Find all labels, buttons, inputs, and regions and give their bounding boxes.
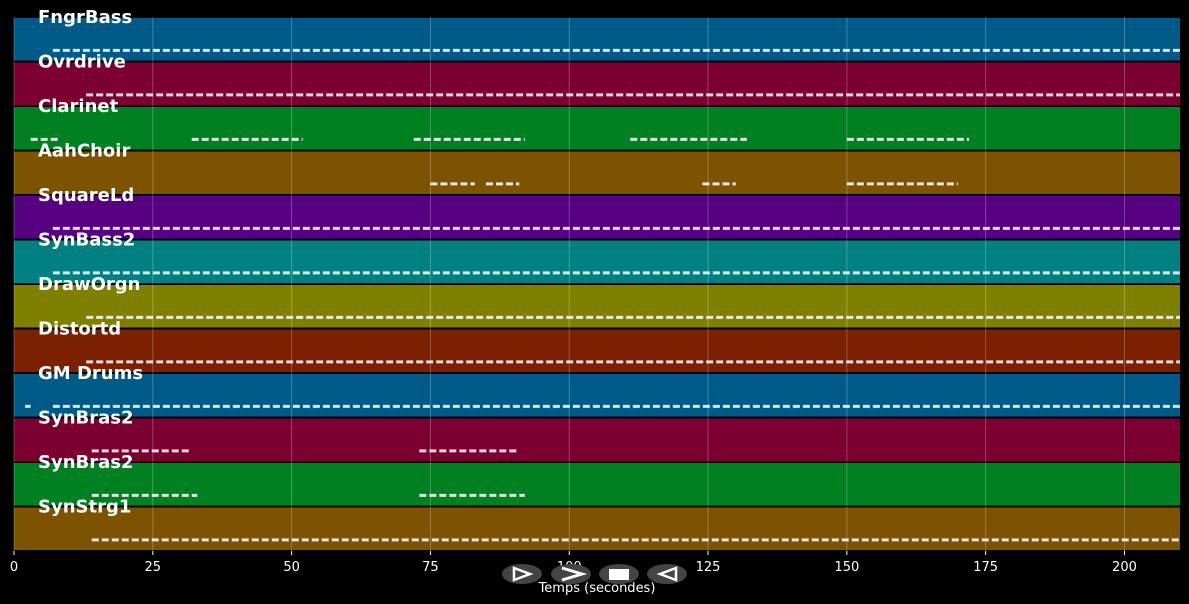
track-label: FngrBass xyxy=(38,7,132,28)
track-label: SquareLd xyxy=(38,185,134,206)
x-axis: 0255075100125150175200 xyxy=(10,551,1137,575)
x-tick-label: 25 xyxy=(145,560,162,575)
track-label: Ovrdrive xyxy=(38,52,126,73)
track-label: Clarinet xyxy=(38,96,119,117)
track-row xyxy=(14,240,1180,283)
track-row xyxy=(14,107,1180,150)
track-label: GM Drums xyxy=(38,363,143,384)
track-row xyxy=(14,18,1180,61)
labels: FngrBass Ovrdrive Clarinet AahChoir SquareLd… xyxy=(38,7,143,518)
x-tick-label: 0 xyxy=(10,560,18,575)
track-row xyxy=(14,196,1180,239)
x-tick-label: 50 xyxy=(283,560,300,575)
x-axis-title: Temps (secondes) xyxy=(538,581,656,596)
track-label: Distortd xyxy=(38,319,121,340)
track-label: DrawOrgn xyxy=(38,274,140,295)
track-label: SynBras2 xyxy=(38,408,134,429)
forward-button[interactable] xyxy=(551,564,591,584)
x-tick-label: 125 xyxy=(696,560,721,575)
back-button[interactable] xyxy=(647,564,687,584)
play-button[interactable] xyxy=(502,564,542,584)
rows xyxy=(14,18,1180,550)
x-tick-label: 175 xyxy=(973,560,998,575)
x-tick-label: 150 xyxy=(834,560,859,575)
transport-controls xyxy=(502,564,687,584)
x-tick-label: 75 xyxy=(422,560,439,575)
track-row xyxy=(14,418,1180,461)
track-row xyxy=(14,151,1180,194)
track-row xyxy=(14,285,1180,328)
grid xyxy=(13,17,1125,551)
notes xyxy=(25,48,1180,542)
track-label: SynBass2 xyxy=(38,230,135,251)
track-label: SynBras2 xyxy=(38,452,134,473)
track-row xyxy=(14,62,1180,105)
track-label: AahChoir xyxy=(38,141,130,162)
x-tick-label: 200 xyxy=(1112,560,1137,575)
stop-button[interactable] xyxy=(599,564,639,584)
track-row xyxy=(14,329,1180,372)
track-row xyxy=(14,374,1180,417)
track-row xyxy=(14,463,1180,506)
track-row xyxy=(14,507,1180,550)
track-label: SynStrg1 xyxy=(38,497,131,518)
